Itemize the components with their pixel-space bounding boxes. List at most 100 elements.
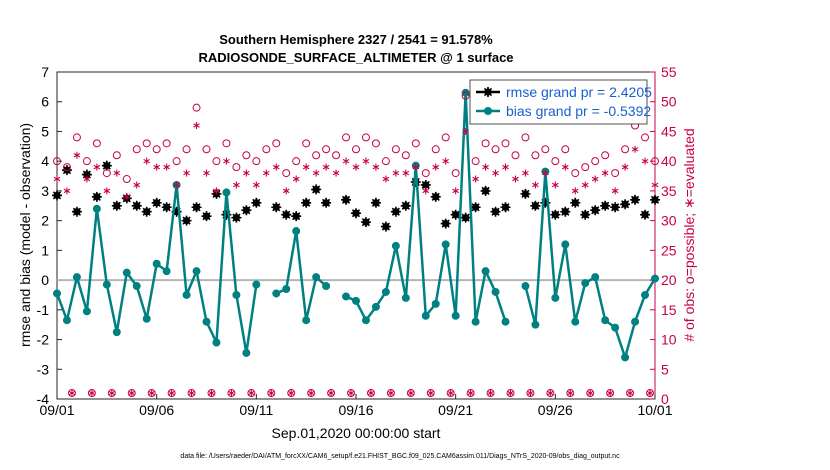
marker bbox=[222, 139, 231, 148]
marker bbox=[512, 175, 519, 183]
marker-rays bbox=[311, 184, 322, 195]
marker bbox=[132, 145, 141, 154]
marker bbox=[203, 169, 210, 177]
marker bbox=[561, 145, 570, 154]
marker bbox=[482, 163, 489, 171]
marker bbox=[501, 317, 510, 326]
y-axis-label: rmse and bias (model - observation) bbox=[17, 123, 33, 347]
marker bbox=[581, 163, 590, 172]
marker bbox=[208, 389, 215, 397]
marker bbox=[381, 157, 390, 166]
marker bbox=[228, 389, 235, 397]
marker bbox=[68, 389, 76, 397]
x-tick-label: 09/21 bbox=[438, 402, 473, 418]
marker bbox=[241, 205, 252, 216]
marker bbox=[471, 157, 480, 166]
marker bbox=[342, 157, 350, 165]
marker bbox=[243, 169, 250, 177]
marker bbox=[610, 202, 621, 213]
marker bbox=[651, 157, 659, 166]
marker bbox=[161, 202, 172, 213]
marker bbox=[192, 103, 201, 112]
marker bbox=[341, 194, 352, 205]
marker bbox=[631, 317, 640, 326]
marker bbox=[641, 157, 649, 165]
marker-rays bbox=[161, 202, 172, 213]
marker bbox=[630, 194, 641, 205]
marker bbox=[262, 169, 270, 177]
y-tick-label: 6 bbox=[41, 94, 49, 110]
marker bbox=[532, 181, 539, 189]
y2-tick-label: 5 bbox=[661, 361, 669, 377]
marker-rays bbox=[650, 194, 660, 205]
marker bbox=[251, 197, 262, 208]
marker bbox=[641, 133, 650, 142]
marker bbox=[412, 163, 420, 171]
marker bbox=[142, 139, 151, 148]
marker bbox=[143, 157, 151, 165]
marker bbox=[391, 241, 400, 250]
marker bbox=[382, 175, 390, 183]
marker bbox=[631, 145, 639, 153]
marker bbox=[173, 181, 180, 189]
marker bbox=[311, 184, 322, 195]
marker bbox=[591, 175, 599, 183]
marker bbox=[531, 320, 540, 329]
y-tick-label: 4 bbox=[41, 153, 49, 169]
marker bbox=[252, 157, 261, 166]
marker bbox=[153, 163, 160, 171]
y2-tick-label: 25 bbox=[661, 242, 677, 258]
marker bbox=[291, 211, 302, 222]
marker bbox=[151, 197, 162, 208]
marker-rays bbox=[630, 194, 641, 205]
marker bbox=[81, 169, 92, 180]
marker bbox=[282, 285, 291, 294]
legend-box bbox=[469, 79, 648, 125]
x-axis-label: Sep.01,2020 00:00:00 start bbox=[272, 425, 441, 441]
marker bbox=[500, 202, 511, 213]
x-tick-label: 09/26 bbox=[538, 402, 573, 418]
marker bbox=[152, 145, 161, 154]
marker bbox=[183, 169, 190, 177]
marker bbox=[73, 151, 81, 159]
marker-rays bbox=[390, 206, 401, 217]
marker bbox=[72, 273, 81, 282]
marker bbox=[520, 188, 531, 199]
marker bbox=[442, 157, 450, 165]
chart-subtitle: RADIOSONDE_SURFACE_ALTIMETER @ 1 surface bbox=[198, 50, 513, 65]
marker-rays bbox=[530, 200, 541, 211]
marker bbox=[571, 169, 580, 178]
marker bbox=[420, 179, 431, 190]
marker-rays bbox=[191, 202, 202, 213]
marker bbox=[332, 151, 341, 160]
marker-rays bbox=[221, 209, 232, 220]
marker bbox=[312, 151, 321, 160]
marker bbox=[342, 292, 351, 301]
marker bbox=[347, 389, 355, 397]
marker bbox=[342, 133, 351, 142]
y-tick-label: 7 bbox=[41, 64, 49, 80]
marker-rays bbox=[201, 211, 212, 222]
y-tick-label: 1 bbox=[41, 242, 49, 258]
marker bbox=[651, 181, 659, 189]
marker bbox=[113, 169, 121, 177]
marker-rays bbox=[480, 185, 491, 196]
marker-rays bbox=[610, 202, 621, 213]
marker bbox=[581, 181, 589, 189]
marker bbox=[301, 197, 312, 208]
marker bbox=[162, 139, 171, 148]
marker bbox=[646, 389, 654, 397]
marker bbox=[82, 307, 91, 316]
y-tick-label: 2 bbox=[41, 213, 49, 229]
marker bbox=[307, 389, 315, 397]
marker-rays bbox=[181, 215, 192, 226]
marker-rays bbox=[483, 87, 493, 97]
marker bbox=[440, 218, 451, 229]
x-tick-label: 09/11 bbox=[239, 402, 273, 418]
marker bbox=[547, 389, 554, 397]
marker bbox=[202, 145, 211, 154]
marker bbox=[641, 290, 650, 299]
marker bbox=[351, 208, 361, 219]
marker bbox=[621, 163, 629, 171]
y2-tick-label: 55 bbox=[661, 64, 677, 80]
